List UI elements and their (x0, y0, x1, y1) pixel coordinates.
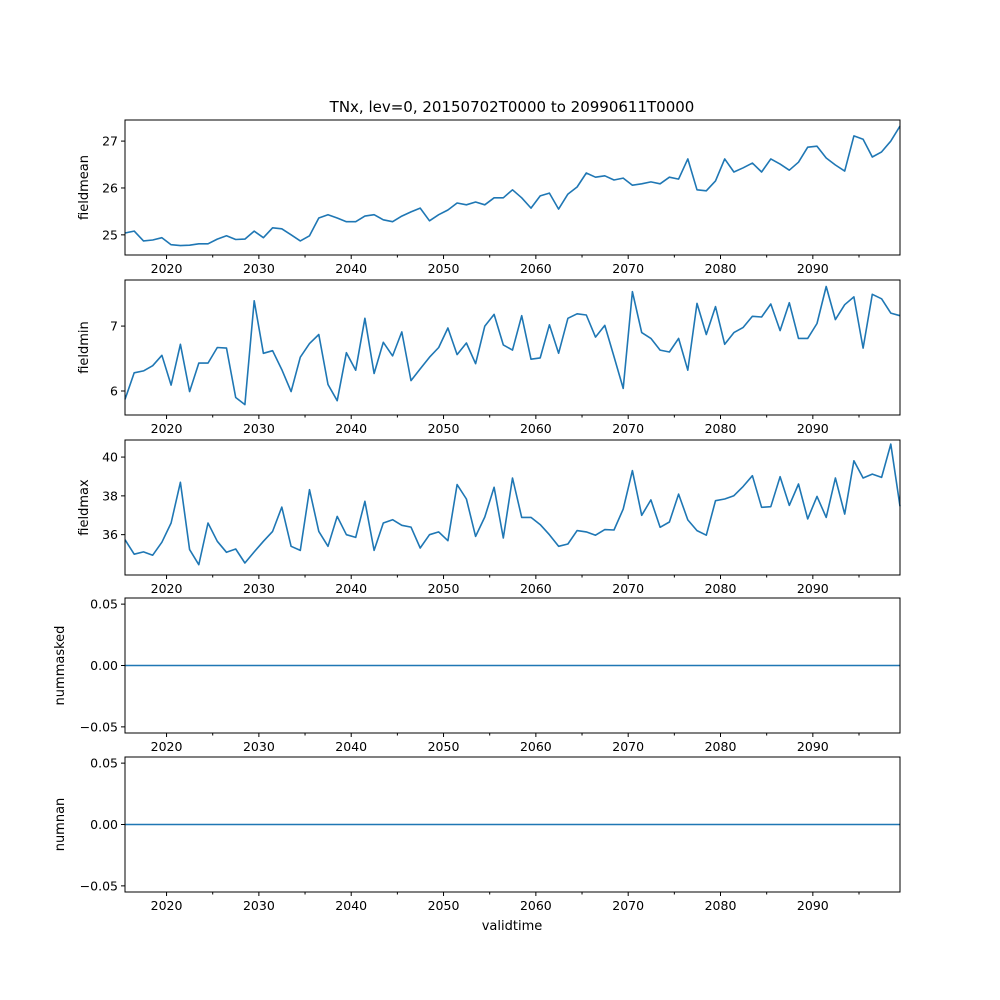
chart-title: TNx, lev=0, 20150702T0000 to 20990611T00… (329, 98, 695, 116)
x-tick-label: 2040 (335, 581, 367, 596)
x-tick-label: 2050 (428, 898, 460, 913)
y-axis-label: fieldmean (77, 155, 92, 220)
x-tick-label: 2050 (428, 261, 460, 276)
x-tick-label: 2020 (151, 898, 183, 913)
x-tick-label: 2030 (243, 261, 275, 276)
x-tick-label: 2030 (243, 739, 275, 754)
x-tick-label: 2080 (705, 421, 737, 436)
y-tick-label: 25 (102, 227, 118, 242)
x-tick-label: 2040 (335, 421, 367, 436)
x-tick-label: 2040 (335, 898, 367, 913)
panel-numnan: −0.05 0.00 0.05 2020 2030 2040 2050 2060 2070 208… (53, 756, 901, 913)
y-tick-label: 6 (110, 383, 118, 398)
x-tick-label: 2050 (428, 421, 460, 436)
axes-frame (124, 279, 901, 416)
y-tick-label: 36 (102, 527, 118, 542)
x-tick-label: 2020 (151, 581, 183, 596)
y-tick-label: 0.05 (90, 756, 118, 771)
x-tick-label: 2080 (705, 739, 737, 754)
x-tick-label: 2060 (520, 739, 552, 754)
x-tick-label: 2020 (151, 739, 183, 754)
x-tick-label: 2060 (520, 581, 552, 596)
x-tick-label: 2090 (797, 739, 829, 754)
x-tick-label: 2070 (612, 581, 644, 596)
panels: 25 26 27 2020 2030 2040 2050 2060 2070 2080 2090 fi… (53, 119, 901, 913)
y-axis-label: fieldmin (77, 321, 92, 374)
y-axis-label: fieldmax (77, 479, 92, 536)
series-line-fieldmin (124, 285, 901, 406)
x-axis-label: validtime (482, 919, 543, 934)
x-tick-label: 2030 (243, 581, 275, 596)
x-tick-label: 2080 (705, 261, 737, 276)
x-tick-label: 2070 (612, 739, 644, 754)
x-tick-label: 2060 (520, 898, 552, 913)
y-tick-label: −0.05 (80, 719, 118, 734)
y-tick-label: 26 (102, 180, 118, 195)
x-tick-label: 2030 (243, 421, 275, 436)
y-tick-label: 0.00 (90, 658, 118, 673)
series-line-fieldmax (124, 443, 901, 566)
y-tick-label: 0.05 (90, 597, 118, 612)
y-axis-label: nummasked (53, 626, 68, 706)
x-tick-label: 2090 (797, 898, 829, 913)
y-tick-label: −0.05 (80, 878, 118, 893)
x-tick-label: 2070 (612, 261, 644, 276)
x-tick-label: 2080 (705, 898, 737, 913)
x-tick-label: 2030 (243, 898, 275, 913)
y-tick-label: 0.00 (90, 817, 118, 832)
x-tick-label: 2060 (520, 261, 552, 276)
series-line-fieldmean (124, 125, 901, 247)
x-tick-label: 2080 (705, 581, 737, 596)
x-tick-label: 2090 (797, 261, 829, 276)
y-tick-label: 40 (102, 450, 118, 465)
x-tick-label: 2040 (335, 261, 367, 276)
x-tick-label: 2070 (612, 898, 644, 913)
x-tick-label: 2060 (520, 421, 552, 436)
y-tick-label: 38 (102, 488, 118, 503)
x-tick-label: 2070 (612, 421, 644, 436)
axes-frame (124, 119, 901, 256)
y-tick-label: 27 (102, 134, 118, 149)
y-tick-label: 7 (110, 319, 118, 334)
panel-fieldmax: 36 38 40 2020 2030 2040 2050 2060 2070 2080 2090 fi… (77, 439, 901, 596)
x-tick-label: 2040 (335, 739, 367, 754)
panel-fieldmin: 6 7 2020 2030 2040 2050 2060 2070 2080 2090 fieldm… (77, 279, 901, 436)
x-tick-label: 2090 (797, 421, 829, 436)
x-tick-label: 2050 (428, 581, 460, 596)
axes-frame (124, 439, 901, 576)
x-tick-label: 2020 (151, 261, 183, 276)
panel-fieldmean: 25 26 27 2020 2030 2040 2050 2060 2070 2080 2090 fi… (77, 119, 901, 276)
x-tick-label: 2050 (428, 739, 460, 754)
panel-nummasked: −0.05 0.00 0.05 2020 2030 2040 2050 2060 2070 208… (53, 597, 901, 754)
x-tick-label: 2090 (797, 581, 829, 596)
y-axis-label: numnan (53, 798, 68, 852)
x-tick-label: 2020 (151, 421, 183, 436)
